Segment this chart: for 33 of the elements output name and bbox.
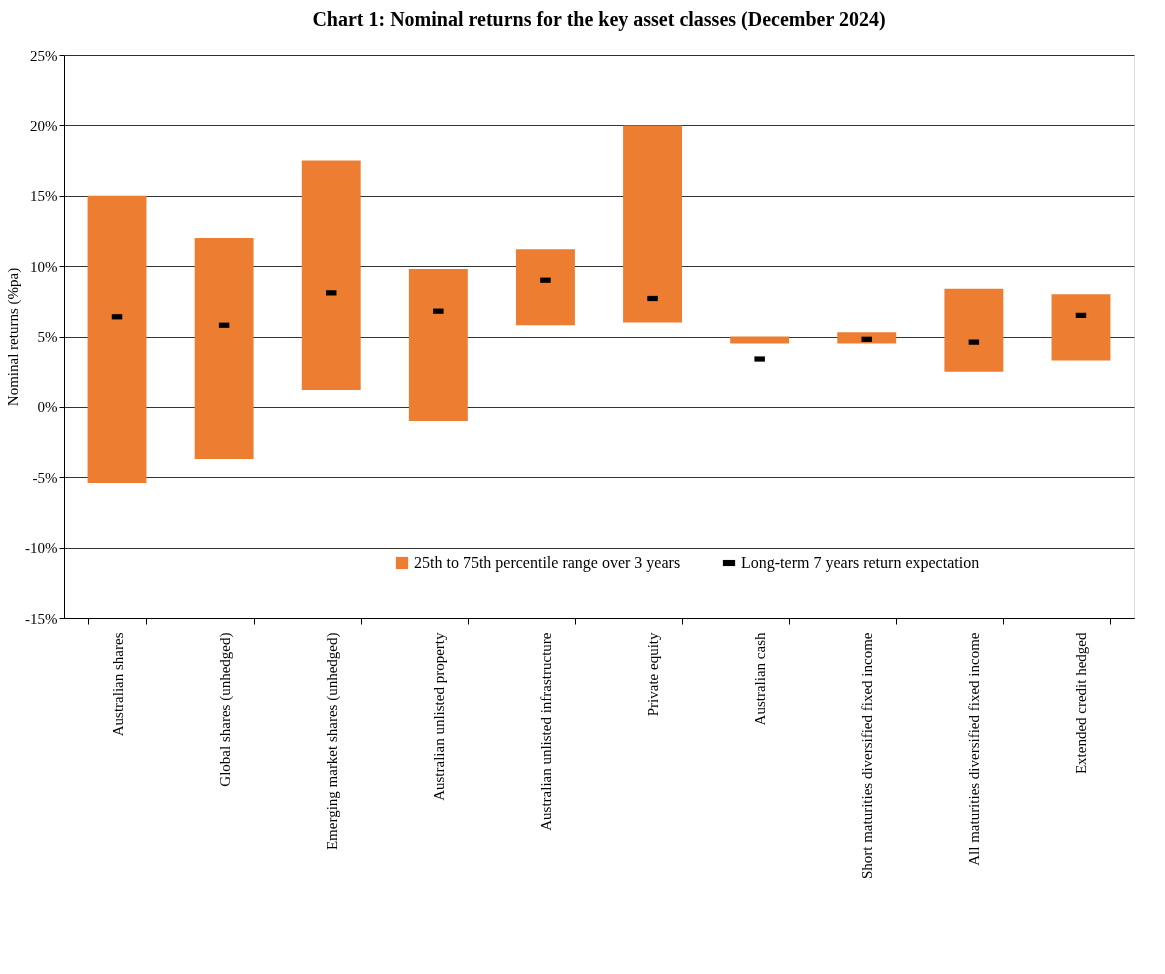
x-tick-label: Australian cash [752,632,769,726]
bar [730,336,790,344]
x-tick-label: Extended credit hedged [1073,632,1090,775]
x-tick-label: Private equity [645,632,662,717]
x-tick-label: Emerging market shares (unhedged) [323,632,341,851]
legend-label: 25th to 75th percentile range over 3 years [414,554,681,572]
bar [515,249,575,326]
x-tick-label: Global shares (unhedged) [216,632,234,787]
y-tick-label: 5% [37,329,58,345]
x-tick-label: Australian unlisted infrastructure [537,632,554,831]
x-tick-label: Australian shares [109,632,126,737]
y-tick-label: -15% [25,610,58,627]
x-tick-label: Short maturities diversified fixed income [859,632,876,880]
y-tick-label: 15% [30,188,58,205]
bar [837,332,897,344]
bar [301,160,361,390]
x-tick-label: Australian unlisted property [430,632,447,801]
y-tick-label: 0% [37,399,58,416]
bar [1051,294,1111,361]
y-tick-label: -10% [25,540,58,557]
y-tick-label: 10% [30,258,58,275]
legend-label: Long-term 7 years return expectation [741,554,980,572]
bar [623,125,683,323]
bar [87,195,147,483]
bar [408,268,468,421]
y-tick-label: 20% [30,117,58,134]
chart-title: Chart 1: Nominal returns for the key asset classes (December 2024) [312,8,886,31]
x-tick-label: All maturities diversified fixed income [966,632,983,866]
bar [194,237,254,459]
y-tick-label: 25% [30,47,58,64]
bar [944,288,1004,372]
y-axis-title: Nominal returns (%pa) [5,267,23,407]
y-tick-label: -5% [32,469,58,486]
